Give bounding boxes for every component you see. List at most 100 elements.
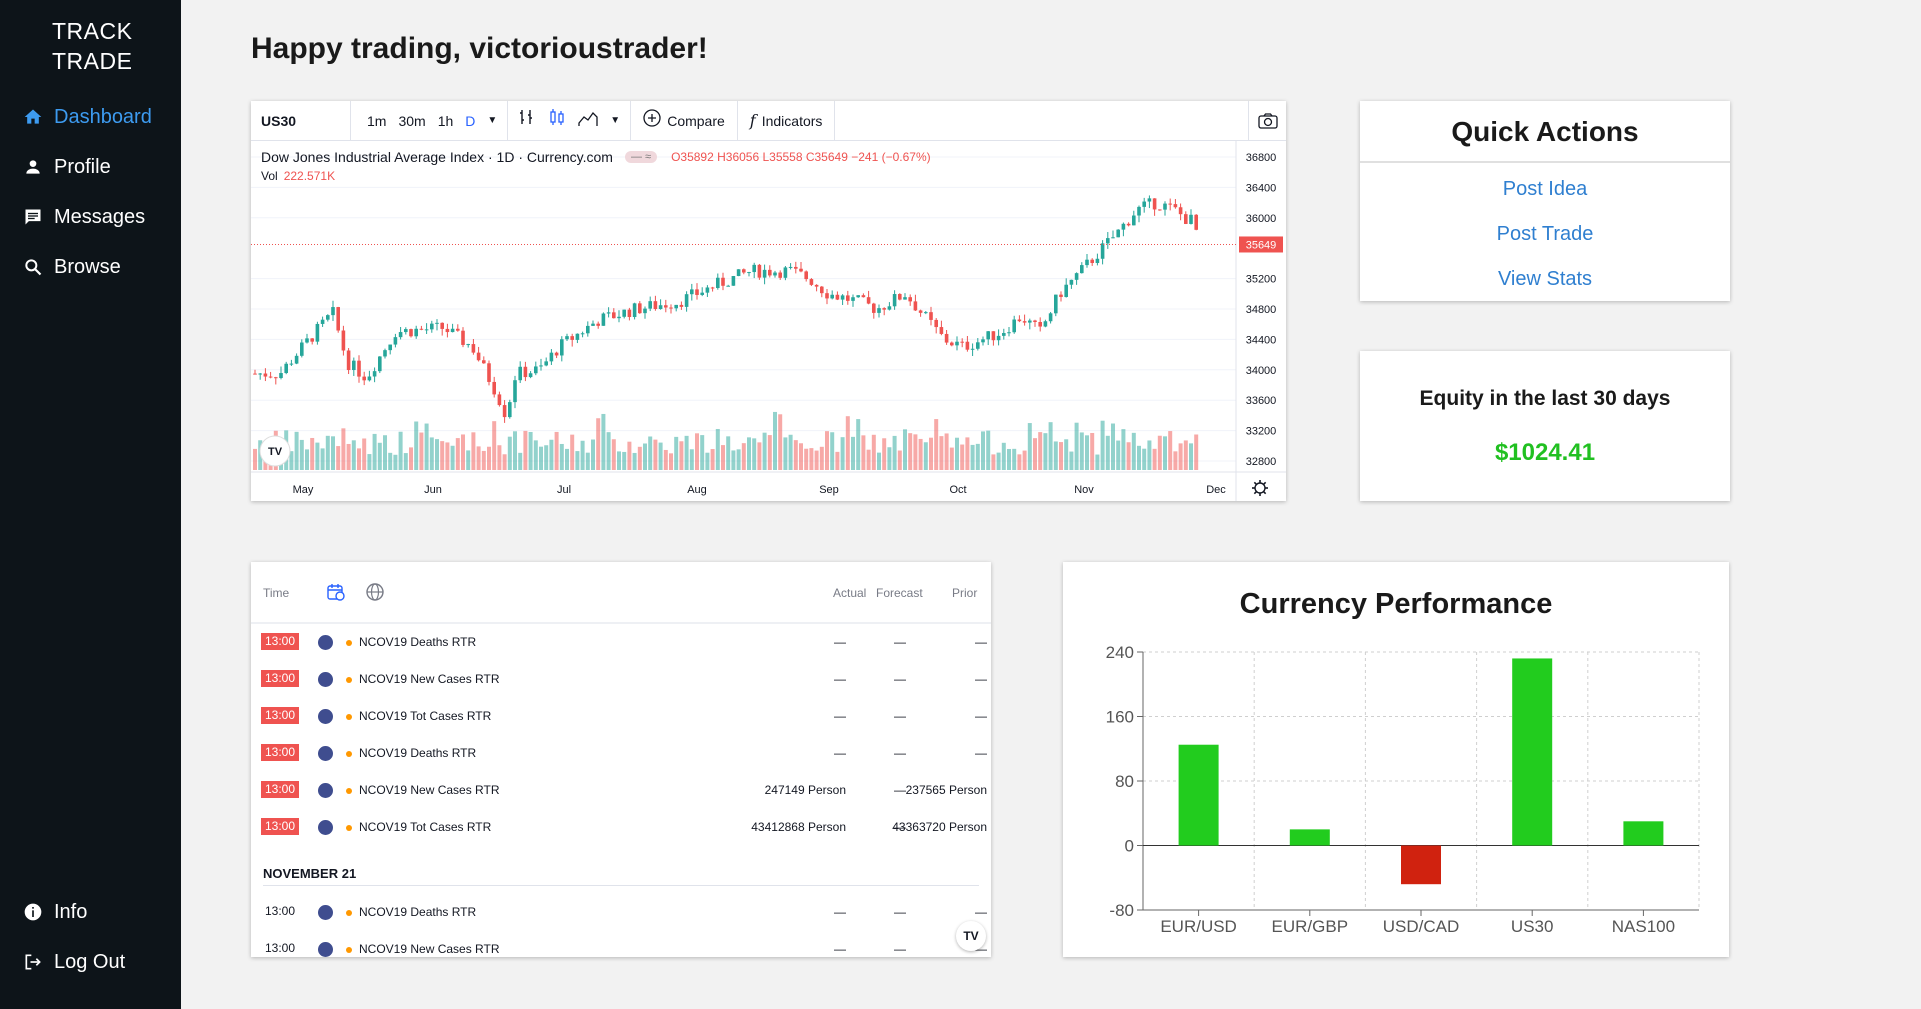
time-tick-label: Aug [687, 484, 707, 496]
chevron-down-icon[interactable]: ▼ [487, 114, 498, 126]
calendar-row[interactable]: 13:00 NCOV19 New Cases RTR 247149 Person —2… [251, 772, 991, 809]
candle-body [315, 323, 320, 342]
legend-toggle[interactable]: — ≈ [624, 151, 658, 163]
calendar-row[interactable]: 13:00 NCOV19 Deaths RTR — — — [251, 894, 991, 931]
candle-body [892, 294, 897, 307]
event-name: NCOV19 Deaths RTR [359, 746, 477, 760]
sidebar-item-label: Browse [54, 255, 121, 278]
candle-body [1064, 284, 1068, 297]
volume-bar [617, 451, 621, 470]
sidebar-item-messages[interactable]: Messages [0, 192, 181, 242]
brand-logo[interactable]: TRACK TRADE [52, 16, 132, 76]
volume-bar [1131, 432, 1136, 470]
sidebar-item-browse[interactable]: Browse [0, 242, 181, 292]
calendar-filter-icon[interactable] [326, 582, 346, 605]
candle-body [872, 303, 876, 313]
interval-1h[interactable]: 1h [437, 112, 454, 129]
indicators-label: Indicators [761, 112, 823, 129]
volume-bar [674, 436, 679, 470]
price-tick-label: 34000 [1246, 365, 1277, 377]
tradingview-logo-icon[interactable]: TV [956, 921, 986, 951]
post-idea-link[interactable]: Post Idea [1502, 178, 1588, 200]
volume-bar [788, 434, 793, 470]
candle-body [913, 301, 918, 311]
event-actual: 247149 Person [764, 783, 846, 797]
calendar-row[interactable]: 13:00 NCOV19 Tot Cases RTR — — — [251, 698, 991, 735]
indicators-button[interactable]: f Indicators [742, 101, 831, 141]
sidebar-item-dashboard[interactable]: Dashboard [0, 92, 181, 142]
y-tick-label: -80 [1109, 901, 1134, 920]
view-stats-link[interactable]: View Stats [1497, 268, 1593, 290]
calendar-row[interactable]: 13:00 NCOV19 Deaths RTR — — — [251, 624, 991, 661]
post-trade-link[interactable]: Post Trade [1496, 223, 1594, 245]
candle-body [653, 301, 658, 309]
event-name: NCOV19 New Cases RTR [359, 942, 500, 956]
volume-bar [965, 437, 970, 470]
candle-body [1012, 319, 1016, 333]
volume-bar [455, 438, 460, 470]
candle-body [253, 373, 257, 375]
calendar-row[interactable]: 13:00 NCOV19 Deaths RTR — — — [251, 735, 991, 772]
chevron-down-icon[interactable]: ▼ [610, 114, 621, 126]
area-style-icon[interactable] [572, 101, 604, 141]
candle-body [612, 312, 616, 319]
symbol-selector[interactable]: US30 [251, 100, 351, 141]
candle-body [986, 331, 990, 340]
compare-button[interactable]: Compare [635, 101, 733, 141]
volume-bar [960, 444, 965, 470]
volume-bar [424, 423, 429, 470]
candle-body [991, 331, 996, 341]
candle-body [1048, 313, 1053, 322]
candle-body [430, 323, 434, 330]
candle-body [482, 360, 486, 364]
event-actual: 43412868 Person [751, 820, 846, 834]
volume-bar [923, 442, 928, 470]
bar-style-icon[interactable] [512, 101, 542, 141]
candles-style-icon[interactable] [542, 101, 572, 141]
region-globe-icon [318, 746, 333, 761]
volume-bar [565, 448, 569, 470]
volume-bar [315, 442, 320, 470]
volume-bar [596, 418, 601, 470]
volume-bar [1111, 423, 1115, 470]
volume-bar [793, 440, 798, 470]
candle-body [1017, 319, 1022, 322]
calendar-row[interactable]: 13:00 NCOV19 New Cases RTR — — — [251, 931, 991, 957]
calendar-row[interactable]: 13:00 NCOV19 Tot Cases RTR 43412868 Person… [251, 809, 991, 846]
calendar-row[interactable]: 13:00 NCOV19 New Cases RTR — — — [251, 661, 991, 698]
volume-bar [497, 445, 502, 470]
volume-bar [1069, 451, 1074, 470]
volume-bar [632, 452, 637, 470]
sidebar-item-profile[interactable]: Profile [0, 142, 181, 192]
price-chart-canvas[interactable]: 36800 36400 36000 35200 34800 34400 34000 33600… [251, 141, 1286, 501]
interval-d[interactable]: D [465, 112, 476, 129]
tradingview-logo-icon [259, 435, 291, 467]
price-tick-label: 35200 [1246, 274, 1277, 286]
page-title: Happy trading, victorioustrader! [251, 32, 708, 65]
volume-bar [367, 454, 372, 470]
importance-dot [346, 947, 352, 953]
region-globe-icon [318, 905, 333, 920]
candle-body [492, 381, 496, 395]
candle-body [669, 307, 673, 309]
sidebar-item-logout[interactable]: Log Out [0, 937, 181, 987]
price-tick-label: 34800 [1246, 304, 1277, 316]
candle-body [1132, 215, 1136, 226]
message-icon [22, 206, 44, 228]
price-tick-label: 32800 [1246, 456, 1277, 468]
interval-1m[interactable]: 1m [367, 112, 387, 129]
candle-body [279, 373, 283, 379]
interval-30m[interactable]: 30m [398, 112, 426, 129]
sidebar-item-info[interactable]: Info [0, 887, 181, 937]
globe-filter-icon[interactable] [365, 582, 385, 605]
volume-bar [1116, 440, 1121, 470]
volume-bar [1178, 443, 1183, 470]
candle-body [487, 363, 491, 382]
candle-body [705, 287, 710, 293]
price-chart-widget[interactable]: US30 1m 30m 1h D ▼ ▼ Compare f Indicator… [251, 100, 1286, 501]
event-name: NCOV19 Tot Cases RTR [359, 709, 492, 723]
economic-calendar-widget[interactable]: Time Actual Forecast Prior 13:00 NCOV19 D… [251, 562, 991, 957]
camera-icon[interactable] [1248, 101, 1286, 141]
candle-body [393, 337, 398, 345]
volume-bar [783, 437, 788, 470]
